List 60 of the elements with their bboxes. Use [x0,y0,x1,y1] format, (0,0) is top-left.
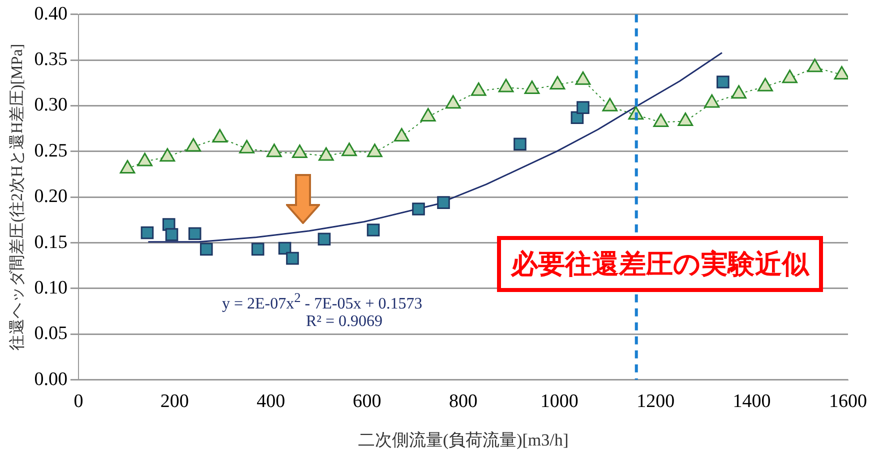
point [200,242,213,256]
point [186,138,202,152]
point [704,94,720,108]
point [286,252,299,265]
point [412,202,425,216]
point [498,78,514,92]
point [137,152,152,166]
y-tick-label: 0.20 [34,186,68,208]
point [239,140,254,154]
y-tick-label: 0.30 [34,94,68,116]
x-tick-label: 0 [74,391,84,412]
x-tick-label: 200 [160,391,189,412]
point [251,242,264,256]
point [394,128,410,142]
x-axis-title: 二次側流量(負荷流量)[m3/h] [358,430,569,450]
y-tick-label: 0.15 [34,232,68,253]
x-tick-label: 1600 [829,391,867,412]
point [318,147,334,161]
point [445,95,461,109]
point [188,227,202,240]
point [318,232,331,246]
point [140,226,154,240]
annotation: 必要往還差圧の実験近似 [497,236,823,292]
x-tick-label: 800 [448,391,478,412]
x-tick-label: 600 [352,391,382,412]
x-tick-label: 1400 [732,391,771,412]
point [678,112,694,126]
point [342,142,357,156]
point [367,144,382,158]
point [160,148,176,162]
point [165,228,178,241]
point [782,70,798,84]
y-tick-label: 0.10 [34,277,68,298]
point [524,80,540,94]
point [266,144,282,158]
annotation: R² = 0.9069 [306,313,382,331]
point [550,76,566,90]
point [366,224,380,236]
point [437,196,450,209]
point [575,71,591,85]
point [292,144,308,158]
x-tick-label: 400 [256,391,286,412]
point [602,98,618,112]
point [420,108,436,122]
y-tick-label: 0.40 [34,3,68,24]
point [653,113,669,127]
point [758,78,773,92]
y-axis-title: 往還ヘッダ間差圧(往2次Hと還H差圧)[MPa] [8,44,26,350]
y-tick-label: 0.25 [34,140,68,162]
point [731,85,746,99]
point [120,160,136,174]
annotation: y = 2E-07x$^{2}$ - 7E-05x + 0.1573 [222,290,422,314]
y-tick-label: 0.00 [34,368,68,390]
y-tick-label: 0.05 [34,323,68,344]
point [470,82,486,96]
x-tick-label: 1200 [636,391,675,412]
y-tick-label: 0.35 [34,49,68,70]
x-tick-label: 1000 [540,391,578,412]
point [212,128,228,142]
point [807,58,822,72]
